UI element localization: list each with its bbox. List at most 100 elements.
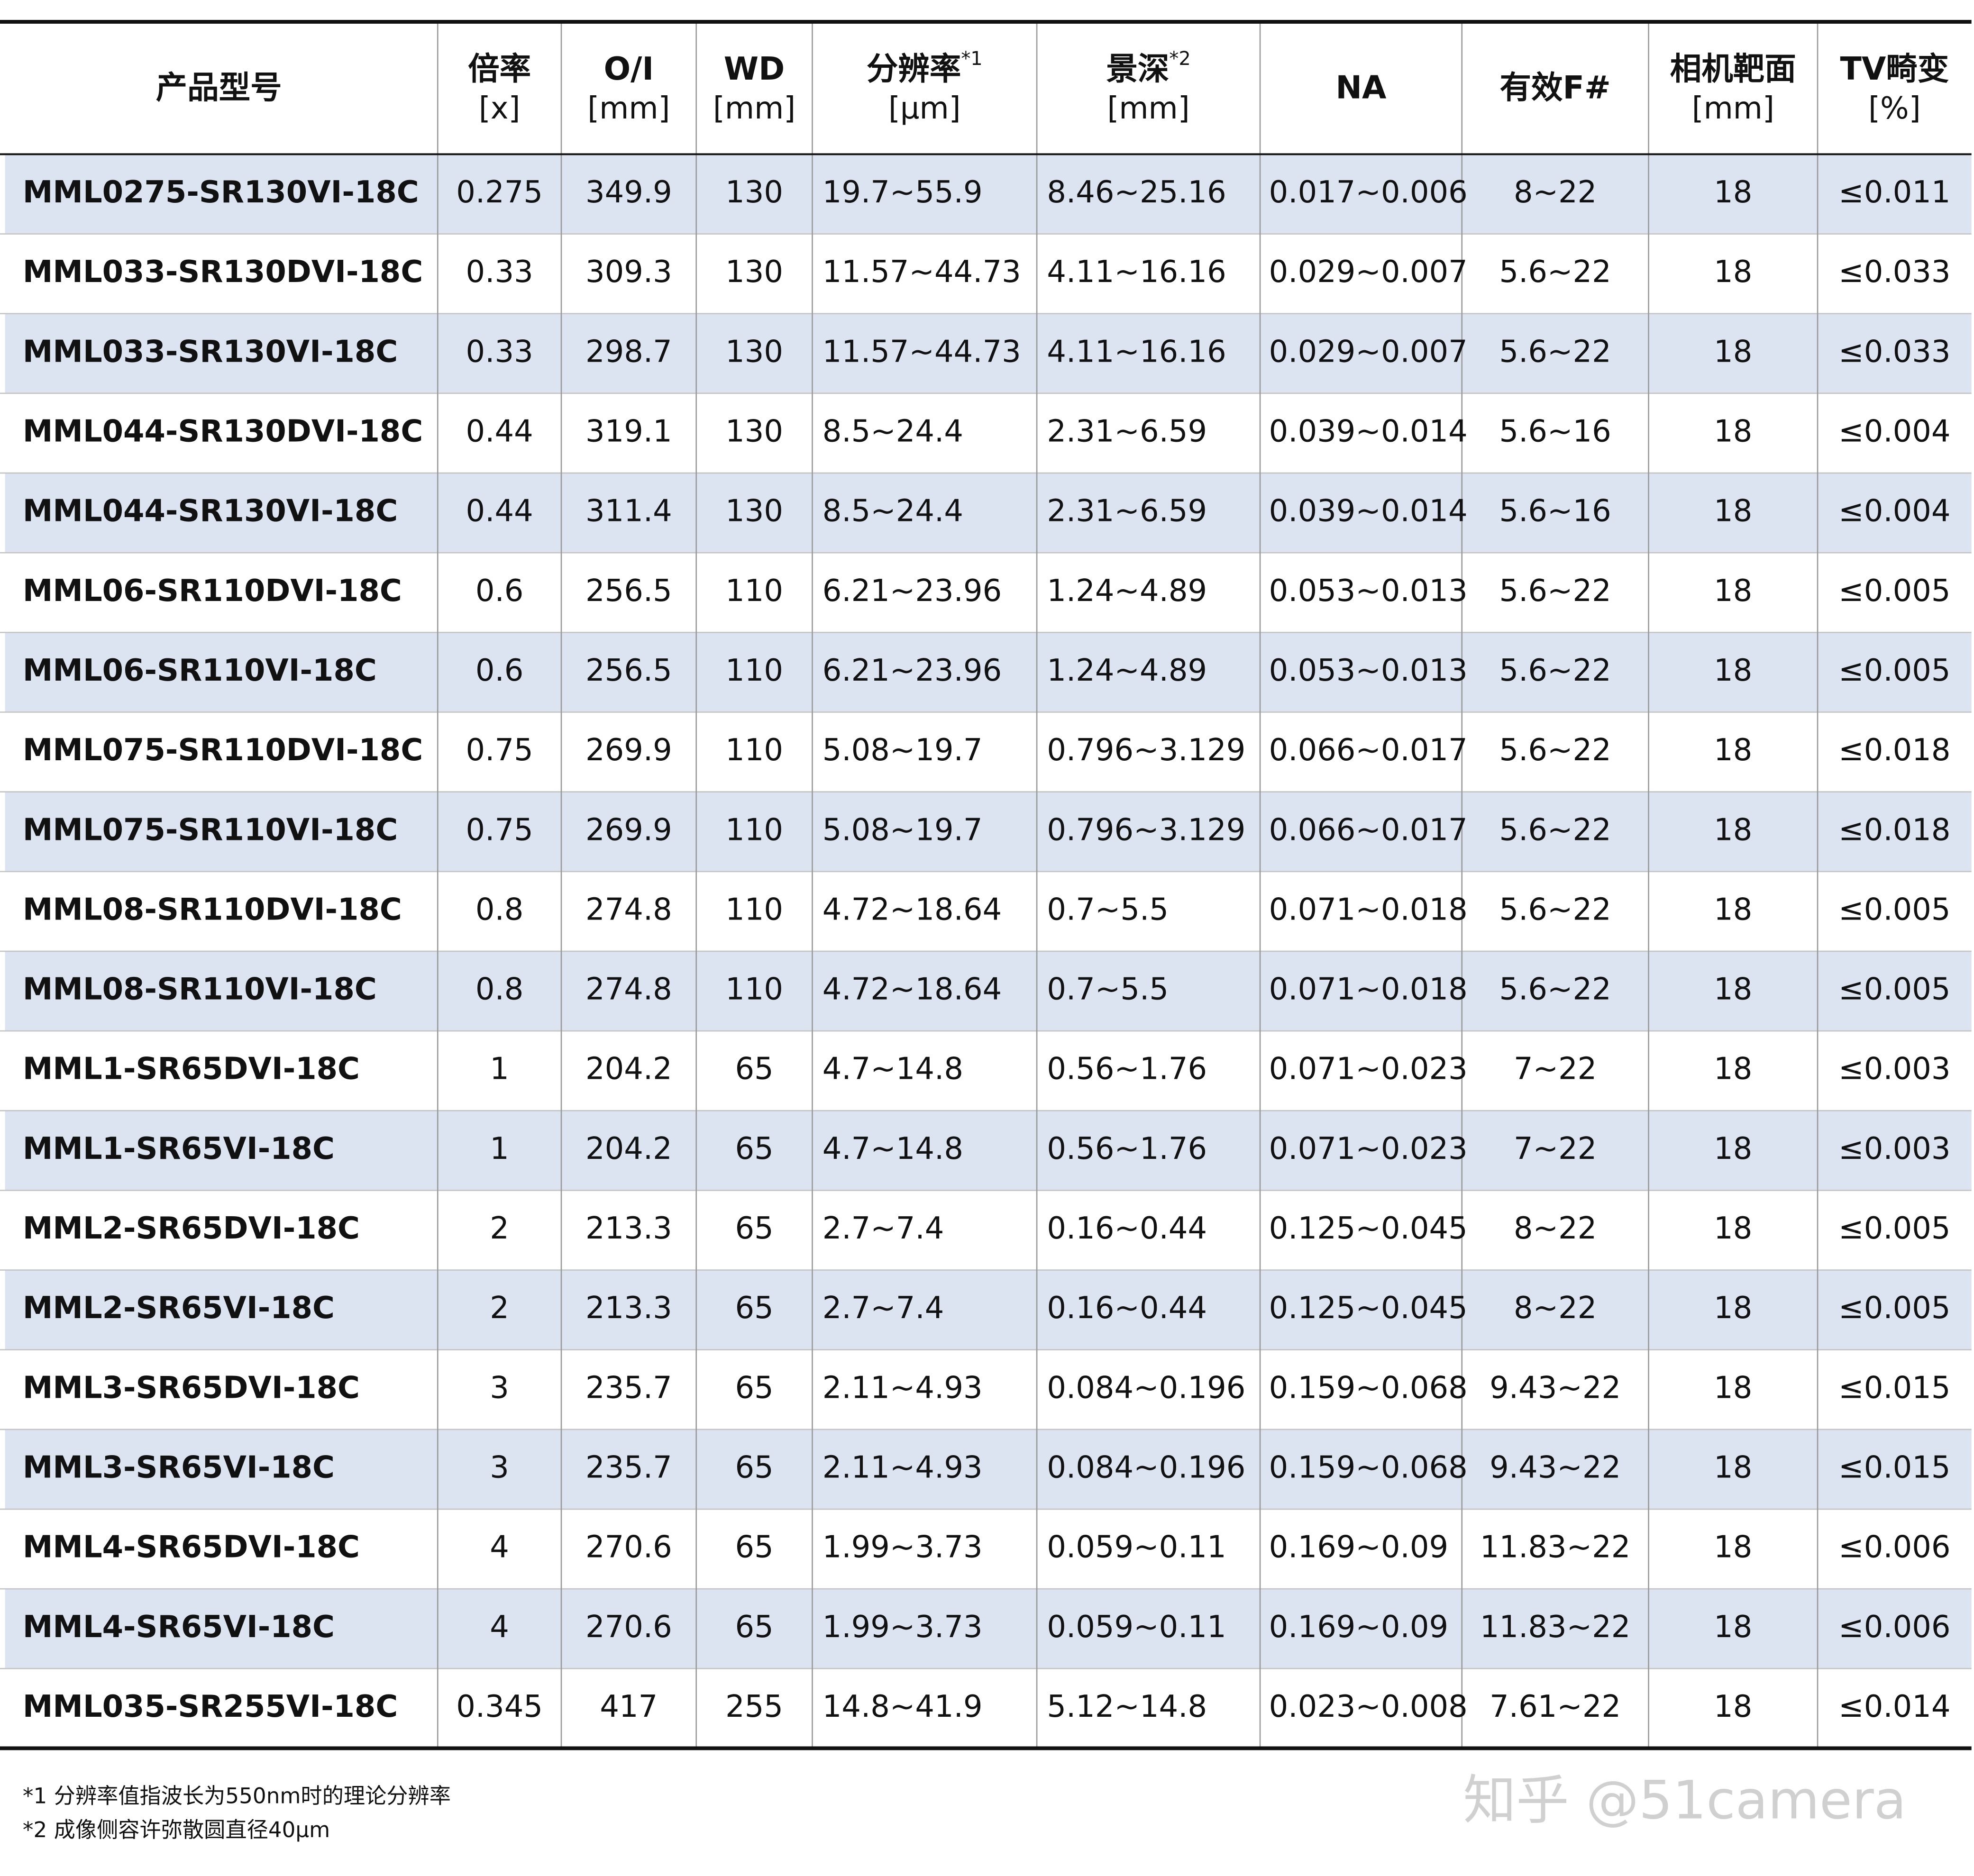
data-cell: 270.6	[585, 1530, 672, 1565]
data-cell: 311.4	[585, 494, 672, 529]
data-cell: 18	[1714, 1689, 1752, 1724]
header-unit: [mm]	[1107, 91, 1189, 126]
data-cell: 0.039~0.014	[1269, 494, 1468, 529]
data-cell: 0.084~0.196	[1047, 1450, 1245, 1485]
data-cell: 11.83~22	[1480, 1530, 1631, 1565]
data-cell: 2.11~4.93	[822, 1370, 983, 1405]
data-cell: 65	[735, 1450, 773, 1485]
data-cell: 130	[725, 175, 783, 210]
data-cell: ≤0.018	[1838, 812, 1950, 847]
data-cell: 6.21~23.96	[822, 653, 1002, 688]
data-cell: 19.7~55.9	[822, 175, 983, 210]
data-cell: 5.6~22	[1499, 733, 1611, 768]
data-cell: 18	[1714, 1530, 1752, 1565]
data-cell: 130	[725, 494, 783, 529]
data-cell: 130	[725, 255, 783, 290]
header-unit: [mm]	[587, 91, 670, 126]
model-cell: MML1-SR65VI-18C	[23, 1131, 335, 1166]
data-cell: 0.6	[475, 574, 524, 609]
model-cell: MML044-SR130DVI-18C	[23, 414, 423, 449]
header-label: 产品型号	[156, 69, 282, 106]
data-cell: 255	[725, 1689, 783, 1724]
data-cell: 11.83~22	[1480, 1610, 1631, 1645]
data-cell: 0.159~0.068	[1269, 1450, 1468, 1485]
data-cell: 0.8	[475, 972, 524, 1007]
data-cell: 270.6	[585, 1610, 672, 1645]
data-cell: 0.169~0.09	[1269, 1530, 1448, 1565]
header-label: O/I	[604, 50, 654, 87]
data-cell: 18	[1714, 892, 1752, 927]
header-label: 景深*2	[1106, 47, 1190, 87]
data-cell: 18	[1714, 653, 1752, 688]
data-cell: 6.21~23.96	[822, 574, 1002, 609]
data-cell: 0.16~0.44	[1047, 1211, 1207, 1246]
header-label: 倍率	[468, 50, 531, 87]
data-cell: 4.11~16.16	[1047, 255, 1226, 290]
data-cell: ≤0.005	[1838, 1211, 1950, 1246]
header-superscript: *1	[961, 47, 982, 69]
data-cell: 4.7~14.8	[822, 1131, 963, 1166]
row-background	[5, 1668, 1972, 1749]
model-cell: MML0275-SR130VI-18C	[23, 175, 419, 210]
data-cell: 5.08~19.7	[822, 733, 983, 768]
data-cell: 18	[1714, 1610, 1752, 1645]
data-cell: 130	[725, 334, 783, 369]
data-cell: 110	[725, 653, 783, 688]
data-cell: 65	[735, 1211, 773, 1246]
row-background	[5, 712, 1972, 792]
row-background	[5, 1589, 1972, 1669]
data-cell: 0.169~0.09	[1269, 1610, 1448, 1645]
data-cell: 1.99~3.73	[822, 1530, 983, 1565]
data-cell: 65	[735, 1131, 773, 1166]
row-background	[5, 632, 1972, 712]
data-cell: 2.31~6.59	[1047, 494, 1207, 529]
data-cell: 5.6~16	[1499, 494, 1611, 529]
data-cell: 204.2	[585, 1131, 672, 1166]
data-cell: ≤0.005	[1838, 574, 1950, 609]
header-text: 产品型号	[156, 69, 282, 106]
row-background	[5, 1349, 1972, 1430]
data-cell: 0.059~0.11	[1047, 1530, 1226, 1565]
data-cell: 0.8	[475, 892, 524, 927]
data-cell: 0.066~0.017	[1269, 733, 1468, 768]
data-cell: 0.56~1.76	[1047, 1052, 1207, 1087]
header-label: NA	[1335, 69, 1387, 106]
row-background	[5, 1509, 1972, 1589]
data-cell: 110	[725, 812, 783, 847]
header-text: TV畸变	[1840, 50, 1949, 87]
model-cell: MML3-SR65DVI-18C	[23, 1370, 360, 1405]
data-cell: 1	[490, 1052, 509, 1087]
data-cell: 274.8	[585, 972, 672, 1007]
data-cell: 0.071~0.023	[1269, 1131, 1468, 1166]
data-cell: 0.029~0.007	[1269, 255, 1468, 290]
data-cell: ≤0.015	[1838, 1450, 1950, 1485]
data-cell: 0.125~0.045	[1269, 1291, 1468, 1326]
data-cell: 65	[735, 1291, 773, 1326]
data-cell: ≤0.033	[1838, 255, 1950, 290]
header-unit: [%]	[1868, 91, 1920, 126]
data-cell: 110	[725, 574, 783, 609]
data-cell: 298.7	[585, 334, 672, 369]
data-cell: 5.6~22	[1499, 812, 1611, 847]
data-cell: 5.6~16	[1499, 414, 1611, 449]
data-cell: 0.75	[466, 733, 533, 768]
row-background	[5, 792, 1972, 872]
model-cell: MML06-SR110DVI-18C	[23, 574, 402, 609]
data-cell: 0.345	[456, 1689, 543, 1724]
data-cell: 0.017~0.006	[1269, 175, 1468, 210]
data-cell: 235.7	[585, 1370, 672, 1405]
data-cell: 0.039~0.014	[1269, 414, 1468, 449]
data-cell: 65	[735, 1530, 773, 1565]
model-cell: MML033-SR130VI-18C	[23, 334, 398, 369]
model-cell: MML035-SR255VI-18C	[23, 1689, 398, 1724]
model-cell: MML4-SR65VI-18C	[23, 1610, 335, 1645]
data-cell: 9.43~22	[1490, 1450, 1621, 1485]
footnote: *2 成像侧容许弥散圆直径40μm	[23, 1817, 330, 1842]
data-cell: 18	[1714, 812, 1752, 847]
data-cell: 309.3	[585, 255, 672, 290]
model-cell: MML2-SR65VI-18C	[23, 1291, 335, 1326]
data-cell: ≤0.006	[1838, 1530, 1950, 1565]
data-cell: 7.61~22	[1490, 1689, 1621, 1724]
data-cell: 0.029~0.007	[1269, 334, 1468, 369]
